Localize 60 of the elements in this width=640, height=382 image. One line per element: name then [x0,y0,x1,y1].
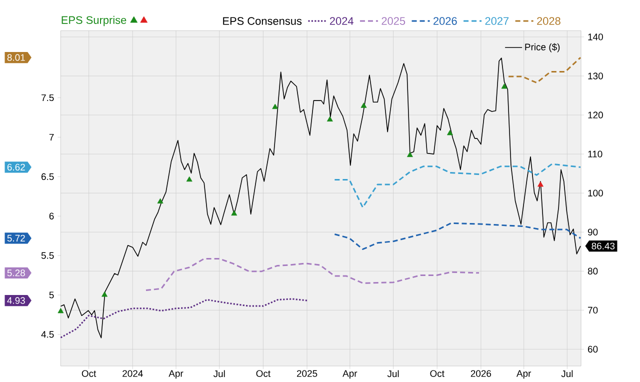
x-tick-label: Oct [82,370,96,377]
x-tick-label: Jul [387,370,399,378]
legend-label: 2028 [537,17,560,25]
y-tick-label: 6 [49,212,54,220]
text: 8.01 [7,54,25,61]
y2-tick-label: 70 [588,306,598,314]
y2-tick-label: 90 [588,228,598,236]
x-tick-label: Jul [561,370,573,378]
point [157,198,164,204]
point [447,130,453,136]
x-tick-label: Jul [213,370,225,378]
y-tick-label: 7 [49,134,54,140]
y2-tick-label: 110 [588,150,602,158]
point [501,84,508,89]
y2-tick-label: 130 [588,72,603,80]
legend-title: EPS Consensus [223,17,302,25]
legend-label: 2025 [382,17,406,25]
point [360,102,367,108]
x-tick-label: Apr [342,370,358,379]
point [102,292,108,297]
x-tick-label: Apr [516,370,532,379]
line-series [60,298,308,338]
line-series [508,56,582,84]
y-tick-label: 6.5 [42,173,54,180]
y-tick-label: 5.5 [41,252,54,259]
line-series [334,163,582,208]
text: EPS Surprise [62,16,126,26]
y2-tick-label: 80 [588,268,598,274]
y2-tick-label: 140 [588,34,603,40]
legend-label: 2026 [434,17,457,25]
x-tick-label: Apr [168,370,184,379]
point [58,308,64,314]
line-series [334,222,582,250]
y-tick-label: 4.5 [41,331,54,338]
legend-label: 2027 [485,17,509,25]
point [406,152,413,158]
text: 4.93 [7,297,25,304]
point [186,176,192,182]
y-tick-label: 7.5 [42,94,54,102]
point [272,104,278,110]
point [538,181,544,187]
point [326,116,333,122]
text: 5.72 [7,234,25,242]
data-label: 86.43 [592,242,615,250]
y-tick-label: 5 [49,292,54,298]
point [231,210,238,216]
line-series [145,258,480,292]
x-tick-label: Oct [256,370,270,377]
text: 6.62 [7,164,25,171]
legend-label: 2024 [330,17,354,25]
line-series [60,58,581,338]
x-tick-label: 2026 [470,370,492,377]
x-tick-label: Oct [430,370,444,377]
y2-tick-label: 60 [588,346,598,353]
legend-label: Price ($) [525,43,560,52]
y2-tick-label: 120 [588,112,603,118]
x-tick-label: 2025 [296,370,318,377]
x-tick-label: 2024 [122,370,143,377]
text: 5.28 [7,270,25,276]
y2-tick-label: 100 [588,190,603,196]
